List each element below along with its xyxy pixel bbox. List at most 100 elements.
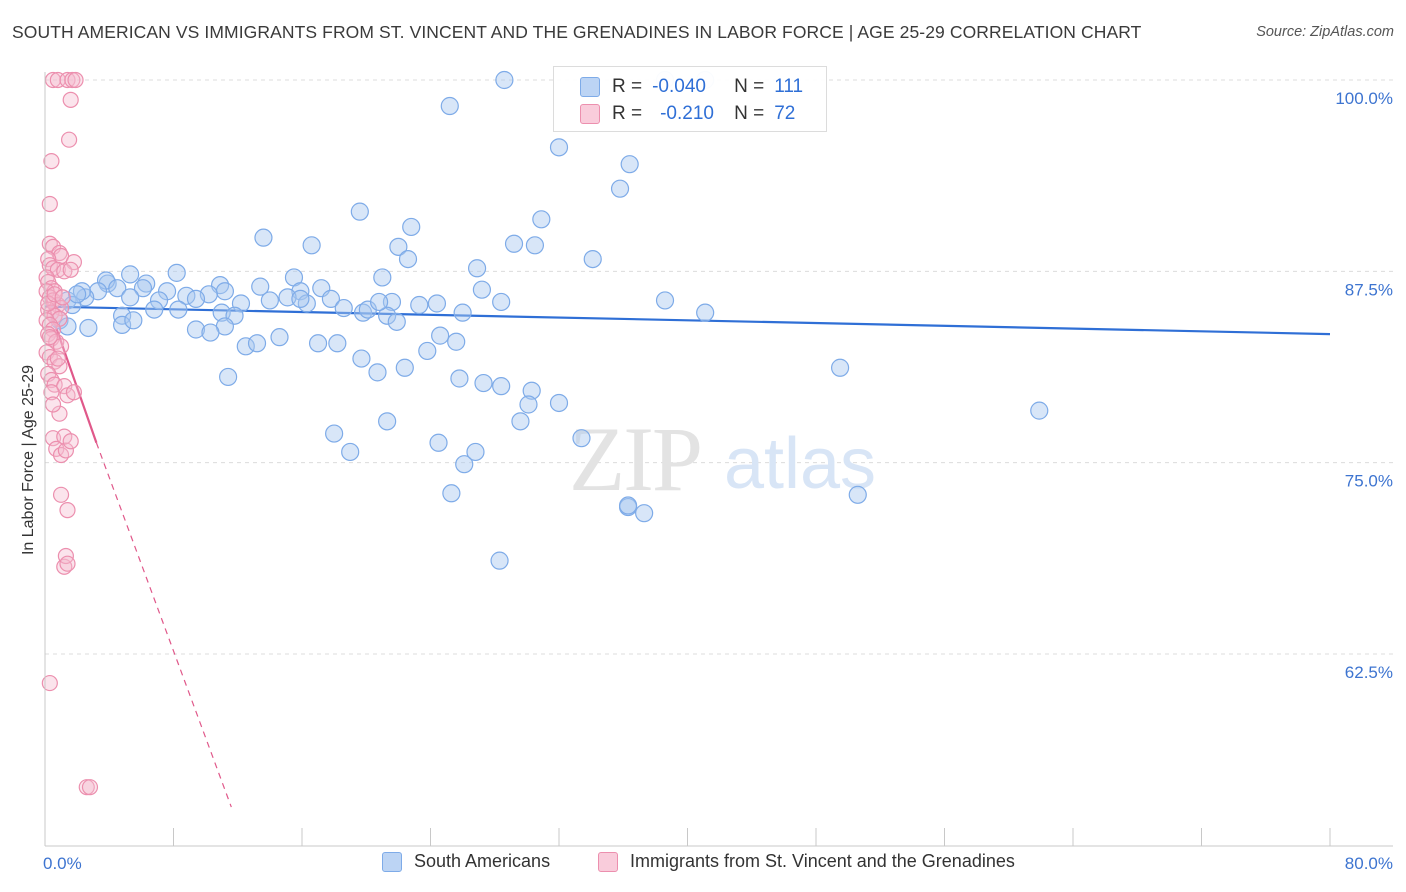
- point-svg-immigrants: [57, 442, 74, 459]
- correlation-stats-box: R = -0.040 N = 111 R = -0.210 N = 72: [553, 66, 827, 132]
- stats-row-svg-immigrants: R = -0.210 N = 72: [554, 101, 795, 127]
- point-south-americans: [382, 292, 402, 312]
- point-south-americans: [341, 442, 360, 462]
- watermark-zip: ZIP: [569, 408, 701, 510]
- point-svg-immigrants: [67, 71, 84, 89]
- point-south-americans: [121, 265, 140, 284]
- point-south-americans: [511, 412, 530, 431]
- watermark: ZIP atlas: [569, 408, 876, 510]
- point-svg-immigrants: [56, 263, 73, 280]
- point-south-americans: [504, 234, 524, 253]
- point-south-americans: [334, 298, 353, 318]
- point-south-americans: [467, 259, 487, 278]
- n-value: 111: [774, 76, 804, 97]
- blue-swatch: [580, 77, 600, 97]
- point-south-americans: [270, 328, 289, 347]
- y-tick-label: 87.5%: [1345, 280, 1393, 299]
- point-south-americans: [618, 496, 638, 515]
- point-svg-immigrants: [65, 384, 83, 401]
- point-svg-immigrants: [44, 396, 62, 413]
- point-south-americans: [149, 291, 169, 310]
- point-south-americans: [532, 210, 551, 229]
- point-south-americans: [427, 294, 447, 313]
- point-south-americans: [635, 504, 654, 523]
- trend-lines: [43, 295, 1331, 808]
- chart-legend: South Americans Immigrants from St. Vinc…: [0, 851, 1406, 879]
- point-south-americans: [108, 279, 127, 298]
- x-tick-label: 0.0%: [43, 854, 82, 873]
- point-south-americans: [186, 320, 206, 339]
- point-svg-immigrants: [40, 250, 57, 268]
- point-svg-immigrants: [54, 289, 71, 306]
- point-south-americans: [353, 303, 373, 322]
- point-south-americans: [321, 289, 341, 308]
- data-points: [38, 70, 1049, 796]
- point-south-americans: [696, 303, 715, 322]
- point-south-americans: [402, 217, 421, 237]
- point-south-americans: [145, 300, 164, 319]
- point-south-americans: [440, 96, 459, 116]
- point-south-americans: [112, 315, 132, 335]
- point-south-americans: [124, 311, 143, 330]
- point-south-americans: [186, 289, 206, 308]
- n-label: N =: [734, 76, 765, 97]
- n-value: 72: [774, 103, 796, 124]
- x-tick-labels: 0.0% 80.0%: [43, 854, 1393, 873]
- point-south-americans: [474, 373, 493, 393]
- point-svg-immigrants: [41, 195, 58, 213]
- point-south-americans: [219, 367, 238, 387]
- point-south-americans: [848, 485, 867, 504]
- y-axis-label: In Labor Force | Age 25-29: [20, 364, 37, 556]
- point-south-americans: [328, 334, 347, 353]
- point-south-americans: [169, 300, 188, 319]
- point-south-americans: [429, 433, 448, 452]
- point-south-americans: [830, 358, 850, 377]
- point-svg-immigrants: [62, 91, 79, 108]
- legend-item-south-americans: South Americans: [382, 851, 550, 872]
- point-south-americans: [549, 138, 569, 157]
- y-tick-label: 100.0%: [1335, 89, 1393, 108]
- point-svg-immigrants: [43, 384, 60, 401]
- point-south-americans: [308, 334, 328, 353]
- point-south-americans: [260, 291, 279, 310]
- point-south-americans: [325, 424, 344, 443]
- point-south-americans: [215, 282, 234, 301]
- point-south-americans: [79, 318, 98, 338]
- point-south-americans: [370, 292, 389, 312]
- point-south-americans: [167, 263, 186, 282]
- point-south-americans: [98, 274, 117, 293]
- point-south-americans: [201, 323, 220, 342]
- point-south-americans: [378, 412, 397, 431]
- legend-item-svg-immigrants: Immigrants from St. Vincent and the Gren…: [598, 851, 1015, 872]
- point-svg-immigrants: [81, 779, 99, 796]
- trend-line-svg-extrapolated: [95, 442, 232, 808]
- point-south-americans: [291, 289, 310, 308]
- point-south-americans: [610, 179, 630, 198]
- trend-line-south-americans: [44, 305, 1331, 336]
- point-svg-immigrants: [49, 261, 66, 278]
- pink-swatch: [580, 104, 600, 124]
- point-south-americans: [68, 285, 87, 304]
- point-south-americans: [389, 237, 408, 256]
- point-south-americans: [495, 70, 514, 90]
- point-south-americans: [297, 294, 316, 313]
- stats-row-south-americans: R = -0.040 N = 111: [554, 74, 803, 100]
- point-svg-immigrants: [60, 131, 78, 148]
- legend-label-blue: South Americans: [414, 851, 551, 871]
- legend-swatch-blue: [382, 851, 402, 872]
- point-svg-immigrants: [52, 338, 70, 355]
- point-south-americans: [620, 155, 639, 174]
- point-south-americans: [472, 280, 491, 299]
- point-svg-immigrants: [41, 329, 58, 346]
- point-svg-immigrants: [59, 555, 76, 572]
- point-south-americans: [453, 303, 472, 322]
- point-south-americans: [442, 484, 461, 503]
- point-south-americans: [72, 282, 92, 301]
- point-south-americans: [112, 306, 132, 325]
- legend-label-pink: Immigrants from St. Vincent and the Gren…: [630, 851, 1015, 871]
- point-south-americans: [450, 369, 469, 388]
- y-tick-label: 75.0%: [1345, 472, 1393, 491]
- y-tick-label: 62.5%: [1345, 663, 1393, 682]
- point-svg-immigrants: [40, 295, 57, 312]
- point-south-americans: [490, 551, 509, 570]
